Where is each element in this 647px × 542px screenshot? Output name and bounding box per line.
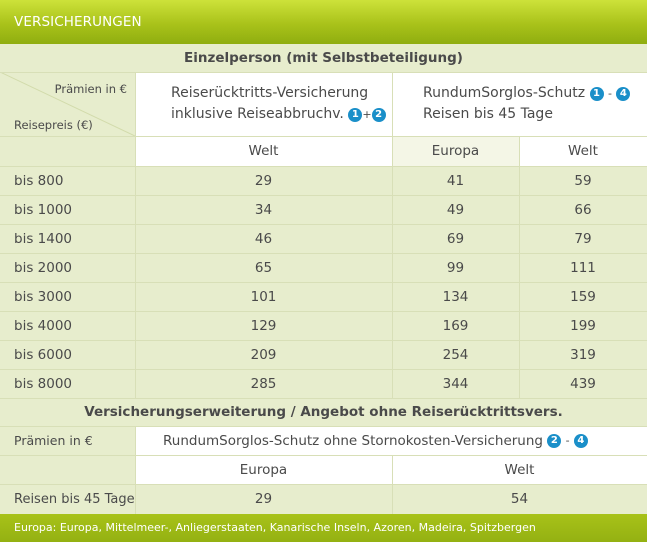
table-cell: 99 [392, 253, 519, 282]
divider [0, 340, 647, 341]
table-cell: 41 [392, 166, 519, 195]
subheader-empty-cell [0, 136, 135, 166]
table-cell: 129 [135, 311, 392, 340]
table-cell: 65 [135, 253, 392, 282]
section1-title: Einzelperson (mit Selbstbeteiligung) [0, 44, 647, 72]
badge-separator: - [565, 434, 570, 447]
row-label: bis 6000 [0, 340, 135, 369]
badge-separator: + [362, 108, 372, 121]
footer-bar: Europa: Europa, Mittelmeer-, Anliegersta… [0, 514, 647, 542]
divider [519, 136, 520, 398]
col1-line1: Reiserücktritts-Versicherung [171, 85, 369, 101]
subheader-welt-2: Welt [519, 136, 647, 166]
divider [0, 426, 647, 427]
header-bar: VERSICHERUNGEN [0, 0, 647, 44]
section2-product-cell: RundumSorglos-Schutz ohne Stornokosten-V… [135, 426, 647, 455]
divider [0, 253, 647, 254]
row-label: bis 4000 [0, 311, 135, 340]
row-label: bis 1000 [0, 195, 135, 224]
section2-title: Versicherungserweiterung / Angebot ohne … [0, 398, 647, 426]
row-label: bis 800 [0, 166, 135, 195]
row-label: bis 2000 [0, 253, 135, 282]
table-cell: 169 [392, 311, 519, 340]
table-cell: 439 [519, 369, 647, 398]
table-cell: 34 [135, 195, 392, 224]
divider [392, 455, 393, 514]
section2-col-europa: Europa [135, 455, 392, 484]
divider [0, 166, 647, 167]
corner-diagonal [0, 72, 135, 136]
table-cell: 319 [519, 340, 647, 369]
divider [0, 224, 647, 225]
header-title: VERSICHERUNGEN [14, 14, 142, 30]
corner-praemien-label: Prämien in € [54, 82, 127, 96]
divider [0, 195, 647, 196]
subheader-europa: Europa [392, 136, 519, 166]
row-label: bis 1400 [0, 224, 135, 253]
badge-1: 1 [589, 87, 604, 101]
col1-line2: inklusive Reiseabbruchv. [171, 106, 344, 122]
table-cell: 134 [392, 282, 519, 311]
table-cell: 159 [519, 282, 647, 311]
badge-1: 1 [348, 108, 363, 122]
section2-value-welt: 54 [392, 484, 647, 514]
section2-value-europa: 29 [135, 484, 392, 514]
col-header-rundumsorglos: RundumSorglos-Schutz 1 - 4 Reisen bis 45… [392, 72, 647, 136]
corner-cell: Prämien in € Reisepreis (€) [0, 72, 135, 136]
row-label: bis 8000 [0, 369, 135, 398]
table-cell: 101 [135, 282, 392, 311]
table-cell: 29 [135, 166, 392, 195]
badge-separator: - [607, 87, 612, 100]
table-cell: 111 [519, 253, 647, 282]
corner-reisepreis-label: Reisepreis (€) [14, 118, 93, 132]
section2-row-label: Reisen bis 45 Tage [0, 484, 135, 514]
footer-text: Europa: Europa, Mittelmeer-, Anliegersta… [14, 521, 536, 534]
badge-2: 2 [547, 433, 562, 448]
table-cell: 344 [392, 369, 519, 398]
divider [0, 72, 647, 73]
row-label: bis 3000 [0, 282, 135, 311]
col2-line1: RundumSorglos-Schutz [423, 85, 586, 101]
divider [135, 426, 136, 514]
table-cell: 285 [135, 369, 392, 398]
divider [0, 484, 647, 485]
table-cell: 46 [135, 224, 392, 253]
divider [0, 398, 647, 399]
table-cell: 59 [519, 166, 647, 195]
section2-col-welt: Welt [392, 455, 647, 484]
table-cell: 254 [392, 340, 519, 369]
divider [135, 72, 136, 398]
table-cell: 66 [519, 195, 647, 224]
section2-product: RundumSorglos-Schutz ohne Stornokosten-V… [163, 432, 543, 449]
divider [0, 311, 647, 312]
badge-4: 4 [616, 87, 631, 101]
divider [0, 136, 647, 137]
table-cell: 199 [519, 311, 647, 340]
divider [0, 369, 647, 370]
section2-praemien-label: Prämien in € [0, 426, 135, 455]
divider [0, 455, 647, 456]
divider [392, 72, 393, 398]
col-header-reiseruecktritt: Reiserücktritts-Versicherung inklusive R… [135, 72, 392, 136]
badge-2: 2 [371, 108, 386, 122]
subheader-welt-1: Welt [135, 136, 392, 166]
divider [0, 282, 647, 283]
badge-4: 4 [573, 433, 588, 448]
table-cell: 49 [392, 195, 519, 224]
section2-empty-cell [0, 455, 135, 484]
col2-line2: Reisen bis 45 Tage [423, 106, 553, 122]
table-cell: 209 [135, 340, 392, 369]
table-cell: 69 [392, 224, 519, 253]
table-cell: 79 [519, 224, 647, 253]
